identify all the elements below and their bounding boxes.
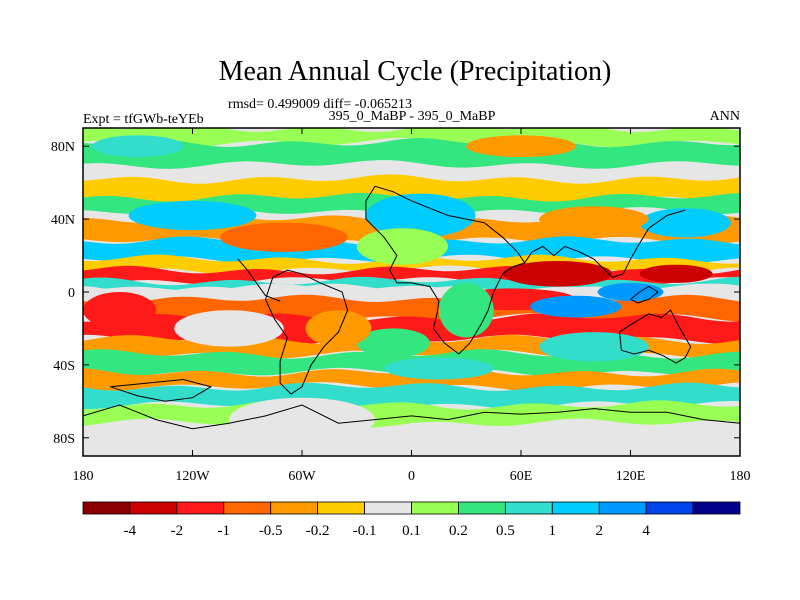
field-blob: [539, 206, 649, 232]
colorbar-label: 0.2: [449, 523, 468, 539]
coastlines: [83, 185, 740, 430]
coastline: [630, 285, 659, 304]
colorbar-swatch: [317, 501, 365, 515]
coastline: [619, 309, 692, 364]
field-blob: [356, 228, 448, 265]
colorbar-swatch: [82, 501, 131, 515]
field-band: [83, 128, 740, 148]
y-tick-label: 80N: [51, 140, 75, 155]
field-blob: [384, 357, 494, 380]
colorbar-swatch: [504, 501, 553, 515]
field-blob: [365, 193, 476, 238]
field-blob: [128, 200, 257, 231]
coastline: [237, 258, 281, 302]
x-tick-label: 60E: [510, 469, 533, 484]
colorbar-label: 1: [549, 523, 557, 539]
field-blob: [639, 264, 713, 283]
season-label: ANN: [710, 109, 740, 124]
field-blob: [83, 292, 156, 329]
colorbar-swatch: [692, 501, 741, 515]
field-blob: [502, 261, 613, 287]
colorbar-swatch: [223, 501, 272, 515]
colorbar-label: -0.2: [306, 523, 330, 539]
field-band: [83, 174, 740, 206]
colorbar-label: 4: [642, 523, 650, 539]
coastline: [83, 404, 740, 430]
case-label: 395_0_MaBP - 395_0_MaBP: [329, 109, 496, 124]
field-blob: [539, 332, 649, 362]
colorbar-label: 0.1: [402, 523, 421, 539]
colorbar-label: -0.1: [353, 523, 377, 539]
field-blob: [92, 135, 184, 158]
field-blob: [356, 328, 430, 358]
field-band: [83, 367, 740, 392]
plot-area: 180 120W 60W 0 60E 120E 180 80N 40N 0 40S 80S: [51, 127, 751, 484]
colorbar: -4 -2 -1 -0.5 -0.2 -0.1 0.1 0.2 0.5 1 2 4: [82, 501, 741, 539]
coastline: [264, 269, 349, 395]
colorbar-swatch: [270, 501, 319, 515]
field-blob: [305, 310, 372, 347]
x-tick-label: 120W: [175, 469, 210, 484]
field-blob: [597, 282, 664, 302]
colorbar-swatch: [598, 501, 647, 515]
colorbar-label: 2: [595, 523, 603, 539]
field-blob: [174, 310, 284, 347]
colorbar-swatch: [411, 501, 459, 515]
field-blob: [438, 282, 494, 338]
x-tick-label: 60W: [288, 469, 316, 484]
y-tick-label: 40S: [53, 359, 75, 374]
colorbar-label: -0.5: [259, 523, 283, 539]
stats-line: rmsd= 0.499009 diff= -0.065213: [228, 97, 412, 112]
y-tick-label: 0: [68, 286, 75, 301]
chart-title: Mean Annual Cycle (Precipitation): [219, 56, 612, 87]
experiment-label: Expt = tfGWb-teYEb: [83, 112, 204, 127]
colorbar-label: 0.5: [496, 523, 515, 539]
colorbar-label: -1: [218, 523, 231, 539]
colorbar-swatch: [364, 501, 412, 515]
colorbar-label: -4: [124, 523, 137, 539]
field-blob: [229, 397, 375, 442]
coastline: [374, 185, 686, 278]
colorbar-swatch: [458, 501, 506, 515]
axis-ticks: 180 120W 60W 0 60E 120E 180 80N 40N 0 40S 80S: [51, 128, 751, 484]
colorbar-swatch: [551, 501, 600, 515]
coastline: [110, 378, 213, 402]
field-band: [83, 276, 740, 293]
colorbar-swatch: [176, 501, 225, 515]
field-band: [83, 382, 740, 410]
x-tick-label: 120E: [616, 469, 646, 484]
y-tick-label: 40N: [51, 213, 75, 228]
coastline: [365, 186, 525, 355]
x-tick-label: 180: [730, 469, 751, 484]
colorbar-label: -2: [171, 523, 184, 539]
colorbar-swatch: [645, 501, 694, 515]
field-blob: [530, 295, 622, 318]
field-blob: [466, 135, 576, 158]
field-band: [83, 283, 740, 304]
x-tick-label: 0: [408, 469, 415, 484]
field-blob: [639, 208, 731, 238]
colorbar-swatch: [129, 501, 178, 515]
y-tick-label: 80S: [53, 432, 75, 447]
field-blob: [219, 222, 348, 252]
x-tick-label: 180: [73, 469, 94, 484]
